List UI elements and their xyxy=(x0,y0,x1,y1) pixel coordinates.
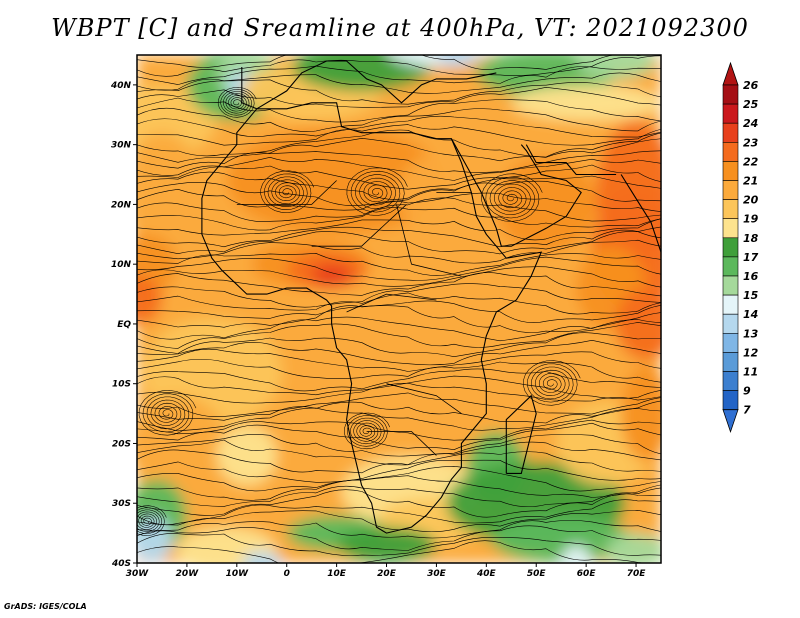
colorbar-swatch xyxy=(722,313,739,334)
lon-tick-label: 30E xyxy=(427,569,447,579)
lat-tick-label: EQ xyxy=(117,320,131,330)
lon-tick-label: 20W xyxy=(176,569,200,579)
colorbar-label: 7 xyxy=(743,404,751,417)
lat-tick-label: 40N xyxy=(110,81,132,91)
colorbar-swatch xyxy=(722,180,739,200)
country-border xyxy=(311,204,407,247)
lon-tick-label: 10W xyxy=(226,569,250,579)
map-frame xyxy=(136,54,662,564)
country-border xyxy=(236,180,337,205)
colorbar-swatch xyxy=(722,103,739,124)
colorbar-label: 21 xyxy=(743,175,758,188)
wbpt-shaded-field xyxy=(137,55,661,563)
colorbar-label: 15 xyxy=(743,289,759,302)
colorbar-swatch xyxy=(722,371,739,391)
colorbar: 26 25 24 23 22 21 20 19 18 17 16 15 14 13 12 11 9 7 xyxy=(722,61,759,433)
europe-coastline xyxy=(241,60,497,110)
colorbar-swatch xyxy=(722,237,739,258)
colorbar-swatch xyxy=(722,352,739,372)
lat-tick-label: 30S xyxy=(112,499,131,509)
lon-tick-label: 60E xyxy=(577,569,597,579)
coastlines xyxy=(201,60,661,534)
lat-tick-label: 10N xyxy=(111,260,132,270)
persian-gulf-coastline xyxy=(525,144,617,176)
lon-tick-label: 0 xyxy=(284,569,290,579)
colorbar-label: 19 xyxy=(743,213,759,226)
madagascar-coastline xyxy=(505,394,537,474)
lon-tick-label: 20E xyxy=(377,569,397,579)
colorbar-label: 26 xyxy=(743,79,759,92)
country-border xyxy=(386,383,462,414)
colorbar-swatch xyxy=(722,84,739,105)
colorbar-bottom-arrow xyxy=(722,409,739,433)
colorbar-label: 20 xyxy=(743,194,759,207)
arabia-coastline xyxy=(450,138,582,247)
colorbar-label: 16 xyxy=(743,270,759,283)
lat-tick-label: 20S xyxy=(112,439,131,449)
colorbar-label: 17 xyxy=(743,251,759,264)
lat-tick-label: 40S xyxy=(111,559,131,569)
lat-tick-label: 20N xyxy=(111,200,132,210)
colorbar-swatch xyxy=(722,161,739,181)
colorbar-label: 24 xyxy=(743,117,758,130)
lon-tick-label: 40E xyxy=(476,569,497,579)
country-border xyxy=(366,431,437,456)
colorbar-label: 23 xyxy=(743,136,759,149)
colorbar-swatch xyxy=(722,275,739,296)
colorbar-swatch xyxy=(722,294,739,315)
colorbar-label: 25 xyxy=(743,98,759,111)
lat-tick-label: 30N xyxy=(111,141,132,151)
colorbar-swatch xyxy=(722,122,739,143)
chart-title: WBPT [C] and Sreamline at 400hPa, VT: 20… xyxy=(51,14,749,42)
colorbar-swatch xyxy=(722,390,739,411)
lon-tick-label: 50E xyxy=(527,569,547,579)
colorbar-top-arrow xyxy=(722,61,739,86)
longitude-axis: 30W 20W 10W 0 10E 20E 30E 40E 50E 60E 70E xyxy=(126,563,646,579)
colorbar-label: 18 xyxy=(743,232,759,245)
latitude-axis: 40N 30N 20N 10N EQ 10S 20S 30S 40S xyxy=(110,81,137,569)
colorbar-label: 22 xyxy=(743,155,759,168)
india-coastline xyxy=(620,174,661,253)
colorbar-swatch xyxy=(722,199,739,220)
colorbar-label: 13 xyxy=(743,327,759,340)
footer-credit: GrADS: IGES/COLA xyxy=(4,602,87,611)
colorbar-swatch xyxy=(722,332,739,353)
colorbar-label: 14 xyxy=(743,308,758,321)
country-border xyxy=(396,204,462,277)
lon-tick-label: 10E xyxy=(327,569,347,579)
country-border xyxy=(346,293,437,313)
colorbar-label: 12 xyxy=(743,346,759,359)
lon-tick-label: 30W xyxy=(126,569,150,579)
colorbar-swatch xyxy=(722,142,739,162)
colorbar-label: 11 xyxy=(743,366,758,379)
colorbar-label: 9 xyxy=(743,385,751,398)
lat-tick-label: 10S xyxy=(112,380,131,390)
colorbar-swatch xyxy=(722,218,739,239)
lon-tick-label: 70E xyxy=(627,569,647,579)
colorbar-swatch xyxy=(722,256,739,277)
